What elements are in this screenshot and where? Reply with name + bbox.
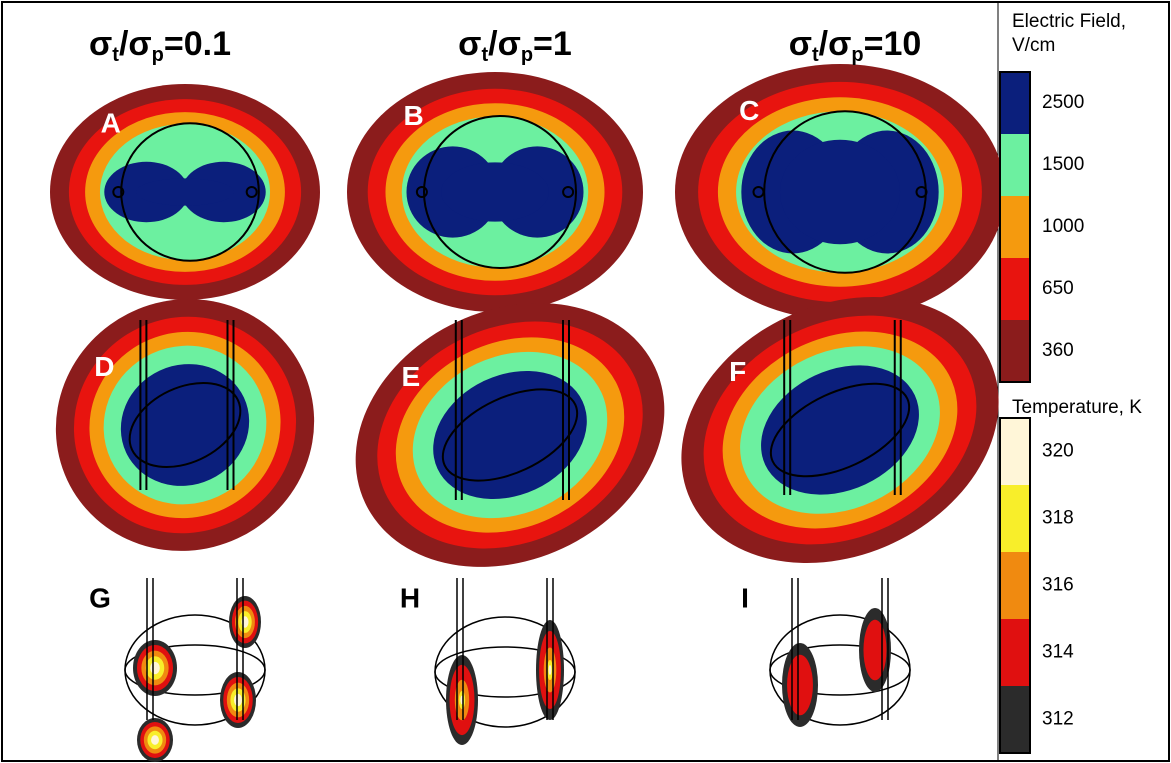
colorbar-label: 314 <box>1042 642 1074 663</box>
column-titles: σt/σp=0.1 σt/σp=1 σt/σp=10 <box>89 25 921 66</box>
colorbar-segment <box>1000 485 1030 552</box>
panel-3d <box>638 247 1043 613</box>
colorbar-label: 316 <box>1042 575 1074 596</box>
colorbar-label: 312 <box>1042 709 1074 730</box>
colorbar-segment <box>1000 258 1030 320</box>
subscript: p <box>152 44 164 66</box>
colorbar-segment <box>1000 196 1030 258</box>
title-part: σ <box>128 25 151 63</box>
field-core <box>780 140 900 244</box>
colorbar-label: 360 <box>1042 340 1074 361</box>
temperature-contour <box>151 735 159 745</box>
title-part: =0.1 <box>164 25 231 63</box>
panel-label: F <box>729 356 746 387</box>
colorbar-segment <box>1000 72 1030 134</box>
temperature-contour <box>863 620 886 680</box>
colorbar-label: 650 <box>1042 278 1074 299</box>
title-part: σ <box>89 25 112 63</box>
colorbar-segment <box>1000 686 1030 753</box>
colorbar-label: 1500 <box>1042 154 1084 175</box>
ef-unit: V/cm <box>1012 35 1055 56</box>
panel-label: B <box>403 100 423 131</box>
panel-label: G <box>89 582 111 613</box>
subscript: p <box>521 44 533 66</box>
colorbar-segment <box>1000 320 1030 382</box>
title-part: σ <box>828 25 851 63</box>
temperature-contour <box>234 694 242 706</box>
colorbar-label: 2500 <box>1042 92 1084 113</box>
title-part: =1 <box>533 25 572 63</box>
colorbar-segment <box>1000 134 1030 196</box>
colorbar-segment <box>1000 418 1030 485</box>
field-core <box>136 178 234 205</box>
panels: A B C D E F G H I <box>14 64 1042 762</box>
column-title: σt/σp=1 <box>458 25 572 66</box>
temperature-contour <box>549 665 552 675</box>
colorbar-label: 318 <box>1042 508 1074 529</box>
title-part: =10 <box>864 25 922 63</box>
panel-label: A <box>101 107 121 138</box>
panel-label: D <box>94 351 114 382</box>
temperature-contour <box>787 655 813 715</box>
colorbar-label: 320 <box>1042 441 1074 462</box>
panel-label: E <box>401 361 420 392</box>
temp-title: Temperature, K <box>1012 397 1142 418</box>
panel-3d <box>14 257 355 593</box>
title-part: σ <box>498 25 521 63</box>
panel-3d <box>312 254 708 616</box>
colorbar-label: 1000 <box>1042 216 1084 237</box>
figure: A B C D E F G H I σt/σp=0.1 σt/σp=1 σt/σp=10 Elect… <box>0 0 1171 763</box>
panel-label: I <box>741 582 749 613</box>
panel-label: C <box>739 95 759 126</box>
panel-label: H <box>400 582 420 613</box>
title-part: σ <box>458 25 481 63</box>
title-part: σ <box>789 25 812 63</box>
field-core <box>441 162 549 221</box>
temperature-contour <box>150 662 160 674</box>
ef-title: Electric Field, <box>1012 11 1126 32</box>
column-title: σt/σp=10 <box>789 25 922 66</box>
colorbar-segment <box>1000 552 1030 619</box>
column-title: σt/σp=0.1 <box>89 25 231 66</box>
colorbar-segment <box>1000 619 1030 686</box>
subscript: p <box>851 44 863 66</box>
